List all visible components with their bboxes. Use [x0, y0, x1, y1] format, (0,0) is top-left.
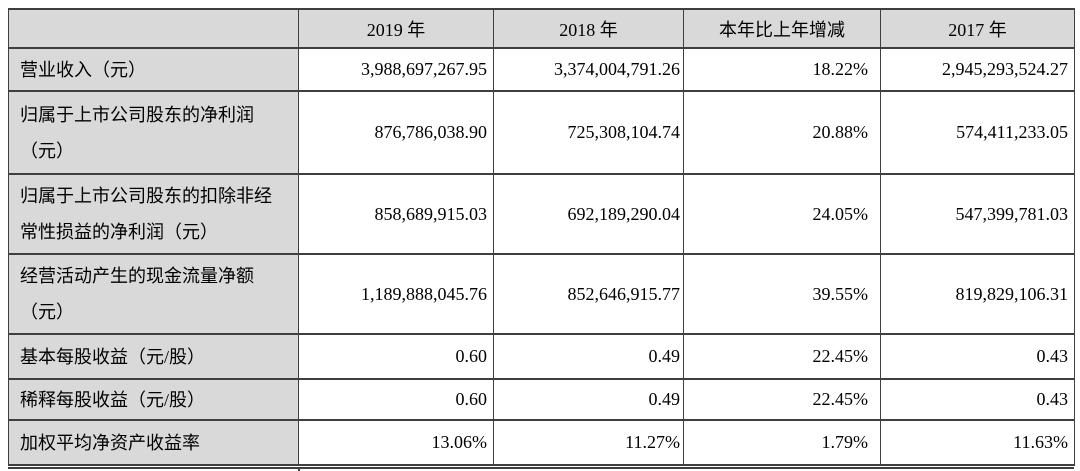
- cell-2018: 0.49: [493, 378, 684, 421]
- cell-change: 22.45%: [683, 378, 881, 421]
- financial-summary-table: 2019 年 2018 年 本年比上年增减 2017 年 营业收入（元） 3,9…: [8, 8, 1075, 466]
- table-row-diluted-eps: 稀释每股收益（元/股） 0.60 0.49 22.45% 0.43: [8, 378, 1075, 421]
- row-label: 营业收入（元）: [8, 47, 299, 92]
- cell-change: 22.45%: [683, 333, 881, 380]
- cell-2017: 819,829,106.31: [880, 253, 1075, 335]
- header-2017: 2017 年: [880, 8, 1075, 49]
- cell-2018: 0.49: [493, 333, 684, 380]
- header-yoy-change: 本年比上年增减: [683, 8, 881, 49]
- table-row-operating-cash-flow: 经营活动产生的现金流量净额 （元） 1,189,888,045.76 852,6…: [8, 253, 1075, 335]
- cell-2018: 3,374,004,791.26: [493, 47, 684, 92]
- cell-change: 18.22%: [683, 47, 881, 92]
- cell-2017: 574,411,233.05: [880, 90, 1075, 175]
- row-label: 经营活动产生的现金流量净额 （元）: [8, 253, 299, 335]
- cell-2018: 852,646,915.77: [493, 253, 684, 335]
- cell-2019: 0.60: [298, 378, 494, 421]
- cell-2019: 858,689,915.03: [298, 173, 494, 255]
- cell-2019: 876,786,038.90: [298, 90, 494, 175]
- row-label: 稀释每股收益（元/股）: [8, 378, 299, 421]
- header-2018: 2018 年: [493, 8, 684, 49]
- cell-2017: 2,945,293,524.27: [880, 47, 1075, 92]
- cell-2017: 11.63%: [880, 419, 1075, 466]
- header-row: 2019 年 2018 年 本年比上年增减 2017 年: [8, 8, 1075, 49]
- cell-2017: 0.43: [880, 378, 1075, 421]
- table-row-basic-eps: 基本每股收益（元/股） 0.60 0.49 22.45% 0.43: [8, 333, 1075, 380]
- next-row-top-border: [8, 467, 1074, 471]
- header-2019: 2019 年: [298, 8, 494, 49]
- cell-change: 20.88%: [683, 90, 881, 175]
- row-label: 归属于上市公司股东的扣除非经 常性损益的净利润（元）: [8, 173, 299, 255]
- cell-change: 24.05%: [683, 173, 881, 255]
- cell-2018: 725,308,104.74: [493, 90, 684, 175]
- cell-2017: 547,399,781.03: [880, 173, 1075, 255]
- table-row-weighted-avg-roe: 加权平均净资产收益率 13.06% 11.27% 1.79% 11.63%: [8, 419, 1075, 466]
- header-corner-cell: [8, 8, 299, 49]
- table-row-net-profit: 归属于上市公司股东的净利润 （元） 876,786,038.90 725,308…: [8, 90, 1075, 175]
- row-label: 归属于上市公司股东的净利润 （元）: [8, 90, 299, 175]
- row-label: 基本每股收益（元/股）: [8, 333, 299, 380]
- cell-2019: 1,189,888,045.76: [298, 253, 494, 335]
- cell-2017: 0.43: [880, 333, 1075, 380]
- row-label: 加权平均净资产收益率: [8, 419, 299, 466]
- table-row-net-profit-excl-nonrecurring: 归属于上市公司股东的扣除非经 常性损益的净利润（元） 858,689,915.0…: [8, 173, 1075, 255]
- cell-2019: 0.60: [298, 333, 494, 380]
- cell-2019: 3,988,697,267.95: [298, 47, 494, 92]
- cell-2018: 11.27%: [493, 419, 684, 466]
- cell-2018: 692,189,290.04: [493, 173, 684, 255]
- cell-change: 39.55%: [683, 253, 881, 335]
- cell-change: 1.79%: [683, 419, 881, 466]
- next-row-column-divider: [298, 469, 300, 471]
- cell-2019: 13.06%: [298, 419, 494, 466]
- table-row-operating-revenue: 营业收入（元） 3,988,697,267.95 3,374,004,791.2…: [8, 47, 1075, 92]
